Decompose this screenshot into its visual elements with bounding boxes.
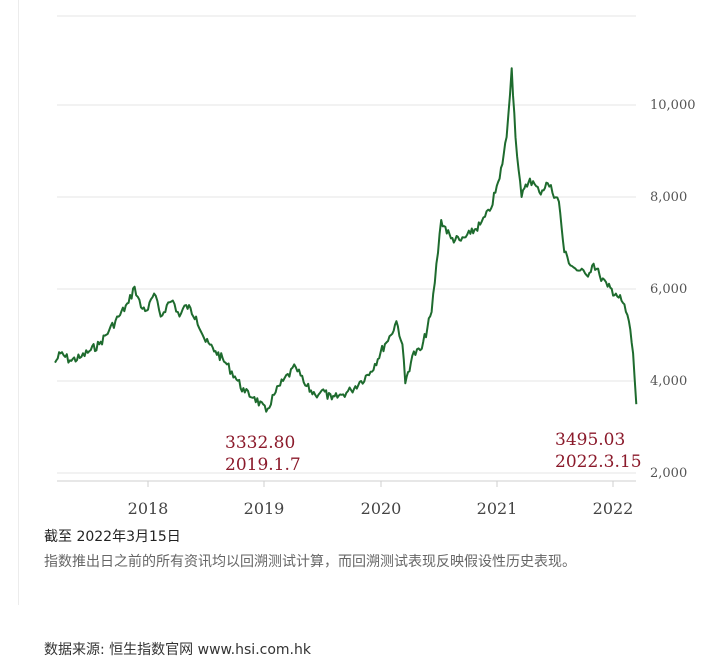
data-source: 数据来源: 恒生指数官网 www.hsi.com.hk: [44, 642, 311, 658]
y-tick-label: 2,000: [650, 466, 687, 481]
index-series-line: [54, 67, 638, 413]
left-border: [18, 0, 19, 605]
x-tick-label: 2018: [128, 499, 169, 518]
series-line-layer: [54, 67, 638, 413]
as-of-date: 截至 2022年3月15日: [44, 529, 181, 545]
y-tick-label: 4,000: [650, 374, 687, 389]
annotation-value: 3332.80: [225, 433, 295, 453]
y-tick-label: 8,000: [650, 190, 687, 205]
backtest-note: 指数推出日之前的所有资讯均以回溯测试计算，而回溯测试表现反映假设性历史表现。: [44, 554, 576, 570]
y-tick-label: 10,000: [650, 98, 696, 113]
annotation-date: 2022.3.15: [555, 452, 642, 472]
x-tick-label: 2019: [244, 499, 285, 518]
annotation-date: 2019.1.7: [225, 455, 301, 475]
x-tick-label: 2021: [477, 499, 518, 518]
y-tick-label: 6,000: [650, 282, 687, 297]
grid-lines: [57, 15, 636, 482]
annotation-value: 3495.03: [555, 430, 625, 450]
x-axis-ticks: 2018 2019 2020 2021 2022: [128, 481, 634, 518]
x-tick-label: 2022: [593, 499, 634, 518]
x-tick-label: 2020: [361, 499, 402, 518]
y-axis-ticks: 2,000 4,000 6,000 8,000 10,000: [650, 98, 696, 481]
